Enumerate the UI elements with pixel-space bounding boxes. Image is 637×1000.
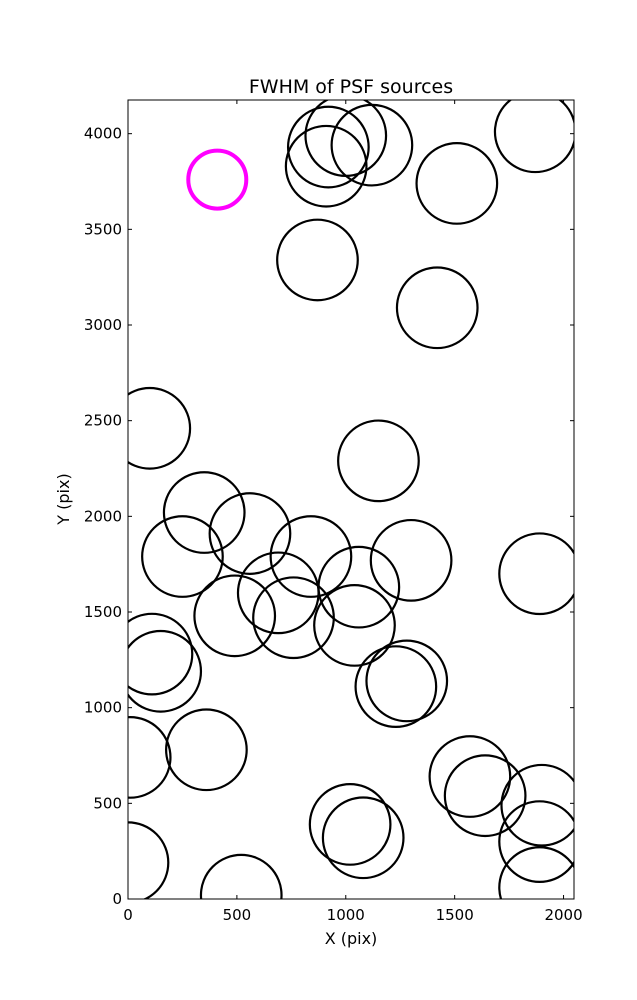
- psf-source-marker: [498, 532, 574, 616]
- psf-source-marker: [276, 218, 359, 302]
- y-tick-label: 2000: [84, 507, 122, 525]
- psf-source-marker: [317, 545, 401, 629]
- x-tick-label: 0: [123, 906, 133, 924]
- psf-source-marker: [236, 551, 320, 635]
- psf-source-marker: [313, 584, 396, 667]
- psf-source-marker: [128, 612, 194, 696]
- highlight-source-marker: [186, 148, 249, 211]
- y-tick-label: 1500: [84, 603, 122, 621]
- psf-source-marker: [199, 853, 283, 899]
- x-tick-label: 1500: [436, 906, 474, 924]
- y-tick-label: 4000: [84, 125, 122, 143]
- psf-source-marker: [365, 639, 449, 723]
- psf-source-marker: [498, 846, 574, 899]
- psf-source-marker: [128, 716, 172, 799]
- psf-source-marker: [165, 708, 248, 792]
- psf-source-marker: [208, 492, 292, 575]
- psf-source-marker: [128, 386, 192, 470]
- psf-source-marker: [498, 800, 574, 883]
- psf-source-marker: [269, 515, 353, 598]
- marker-layer: [128, 100, 574, 899]
- psf-source-marker: [443, 754, 527, 838]
- psf-source-marker: [141, 515, 224, 598]
- chart-title: FWHM of PSF sources: [249, 76, 453, 98]
- plot-frame: [127, 99, 575, 900]
- psf-source-marker: [128, 821, 170, 899]
- psf-source-marker: [330, 103, 414, 187]
- psf-source-marker: [128, 629, 203, 713]
- y-tick-label: 3500: [84, 220, 122, 238]
- psf-source-marker: [284, 124, 368, 208]
- psf-source-marker: [304, 100, 388, 177]
- psf-source-marker: [415, 142, 499, 225]
- psf-source-marker: [493, 100, 574, 174]
- psf-source-marker: [162, 471, 246, 554]
- x-tick-label: 2000: [544, 906, 582, 924]
- psf-source-marker: [321, 796, 405, 880]
- x-axis-label: X (pix): [325, 929, 378, 948]
- psf-source-marker: [308, 782, 392, 866]
- psf-source-marker: [369, 518, 453, 602]
- psf-source-marker: [354, 645, 438, 729]
- y-tick-label: 0: [112, 890, 122, 908]
- psf-source-marker: [337, 419, 420, 503]
- y-tick-label: 3000: [84, 316, 122, 334]
- psf-source-marker: [286, 105, 370, 189]
- y-tick-label: 500: [93, 794, 122, 812]
- y-tick-label: 2500: [84, 412, 122, 430]
- psf-source-marker: [193, 574, 277, 658]
- y-tick-label: 1000: [84, 699, 122, 717]
- psf-source-marker: [500, 763, 574, 847]
- psf-source-marker: [428, 735, 512, 818]
- x-tick-label: 500: [223, 906, 252, 924]
- y-axis-label: Y (pix): [54, 473, 73, 525]
- x-tick-label: 1000: [327, 906, 365, 924]
- y-axis-ticks: 0 500 1000 1500 2000 2500 3000 3500 4000: [84, 125, 574, 908]
- psf-source-marker: [252, 576, 335, 660]
- psf-source-marker: [395, 266, 479, 350]
- x-axis-ticks: 0 500 1000 1500 2000: [123, 100, 583, 924]
